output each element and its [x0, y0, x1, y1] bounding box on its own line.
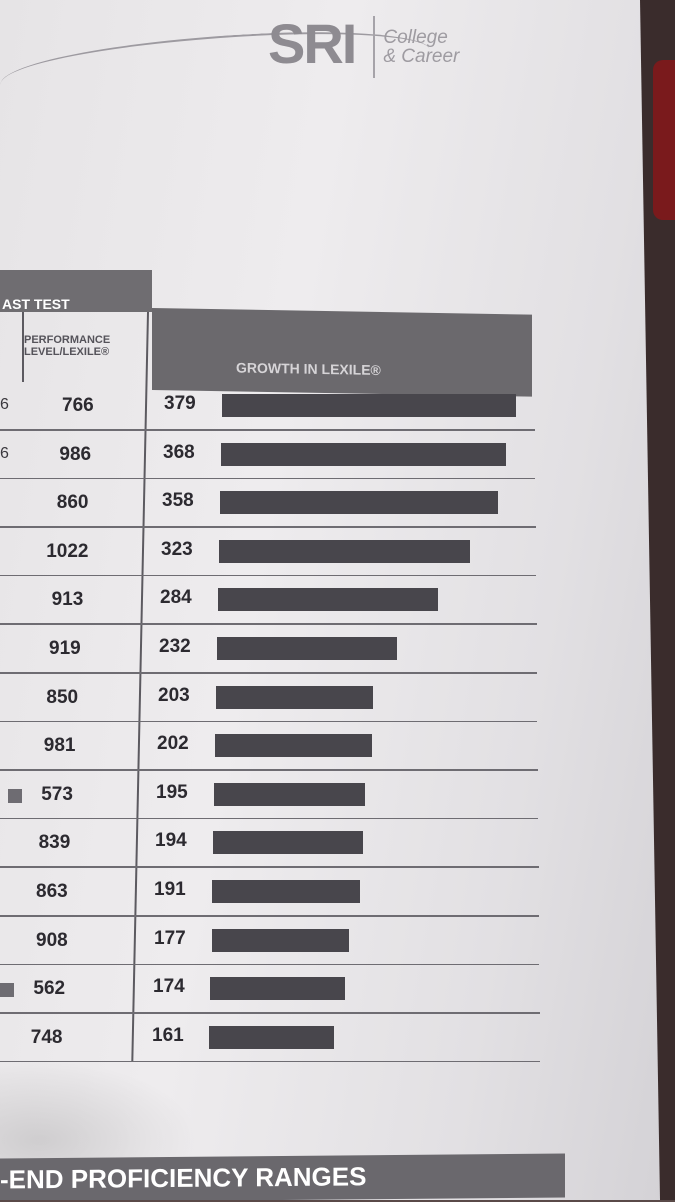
growth-bar — [213, 782, 365, 806]
performance-header-line-1: PERFORMANCE — [24, 334, 111, 346]
row-separator — [0, 526, 536, 528]
growth-bar — [219, 491, 498, 515]
proficiency-ranges-header: -END PROFICIENCY RANGES — [0, 1153, 565, 1200]
growth-bar — [215, 685, 373, 709]
table-row: 6 986 368 — [0, 431, 545, 480]
performance-header-line-2: LEVEL/LEXILE® — [24, 346, 110, 358]
table-row: 1022 323 — [0, 528, 545, 577]
table-row: 562 174 — [0, 965, 545, 1014]
growth-header-label: GROWTH IN LEXILE® — [236, 359, 381, 378]
row-separator — [0, 963, 539, 966]
table-row: 850 203 — [0, 674, 545, 723]
table-row: 863 191 — [0, 868, 545, 917]
last-test-header: AST TEST — [0, 270, 152, 312]
growth-bar — [222, 394, 516, 417]
growth-value: 232 — [159, 635, 191, 657]
growth-value: 203 — [158, 684, 190, 706]
table-row: 981 202 — [0, 722, 545, 771]
growth-value: 194 — [155, 830, 187, 852]
performance-cell: 919 — [49, 637, 81, 659]
growth-table-body: 6 766 379 6 986 368 860 358 1022 323 913 284 919 232 8… — [0, 382, 545, 1063]
table-row: 908 177 — [0, 917, 545, 966]
growth-bar — [209, 1025, 335, 1049]
shadow — [0, 1060, 200, 1160]
growth-value: 323 — [161, 538, 193, 560]
growth-value: 379 — [164, 393, 196, 414]
performance-cell: 562 — [33, 978, 66, 1000]
performance-cell: 981 — [43, 735, 76, 757]
table-row: 919 232 — [0, 625, 545, 674]
row-separator — [0, 915, 539, 917]
performance-cell: 748 — [30, 1026, 63, 1048]
growth-value: 177 — [154, 927, 186, 949]
logo-line-1: College — [383, 27, 448, 48]
performance-cell: 839 — [38, 832, 71, 854]
sri-logo: SRI College & Career — [268, 12, 459, 78]
logo-subtitle: College & Career — [383, 12, 459, 66]
flag-marker — [8, 788, 22, 803]
table-row: 860 358 — [0, 479, 545, 528]
logo-divider — [373, 16, 376, 78]
row-separator — [0, 574, 536, 577]
growth-value: 202 — [157, 733, 189, 755]
performance-cell: 863 — [36, 880, 68, 902]
growth-bar — [218, 539, 470, 563]
table-row: 748 161 — [0, 1014, 545, 1063]
column-divider-left — [22, 312, 24, 382]
row-separator — [0, 429, 535, 431]
performance-cell: 766 — [62, 395, 94, 416]
growth-bar — [214, 734, 372, 758]
performance-cell: 1022 — [46, 540, 89, 562]
logo-brand: SRI — [268, 12, 357, 75]
row-separator — [0, 720, 537, 723]
row-separator — [0, 769, 538, 771]
background-object — [653, 60, 675, 220]
growth-value: 368 — [163, 441, 195, 463]
growth-value: 161 — [152, 1024, 184, 1046]
table-row: 913 284 — [0, 576, 545, 625]
growth-value: 174 — [153, 976, 185, 998]
growth-bar — [210, 977, 346, 1001]
flag-marker — [0, 983, 14, 998]
growth-bar — [216, 636, 397, 660]
row-separator — [0, 817, 538, 820]
cut-off-cell: 6 — [0, 444, 9, 462]
cut-off-cell: 6 — [0, 396, 9, 413]
row-separator — [0, 1012, 540, 1014]
performance-cell: 573 — [41, 783, 73, 805]
table-row: 839 194 — [0, 819, 545, 868]
growth-value: 358 — [162, 490, 194, 512]
performance-cell: 908 — [36, 929, 68, 951]
performance-cell: 986 — [59, 443, 92, 465]
row-separator — [0, 623, 537, 625]
growth-bar — [211, 879, 360, 903]
growth-bar — [211, 928, 349, 952]
performance-cell: 860 — [56, 492, 89, 514]
row-separator — [0, 672, 537, 674]
row-separator — [0, 866, 539, 868]
growth-value: 191 — [154, 878, 186, 900]
row-separator — [0, 1060, 540, 1063]
growth-bar — [220, 442, 506, 466]
growth-bar — [212, 831, 363, 855]
performance-header: PERFORMANCE LEVEL/LEXILE® — [24, 334, 148, 358]
row-separator — [0, 477, 535, 480]
growth-bar — [217, 588, 438, 612]
growth-value: 284 — [160, 587, 192, 609]
table-row: 6 766 379 — [0, 382, 545, 431]
performance-cell: 913 — [51, 589, 84, 611]
table-row: 573 195 — [0, 771, 545, 820]
performance-cell: 850 — [46, 686, 79, 708]
growth-value: 195 — [156, 781, 188, 803]
logo-line-2: & Career — [383, 46, 460, 67]
